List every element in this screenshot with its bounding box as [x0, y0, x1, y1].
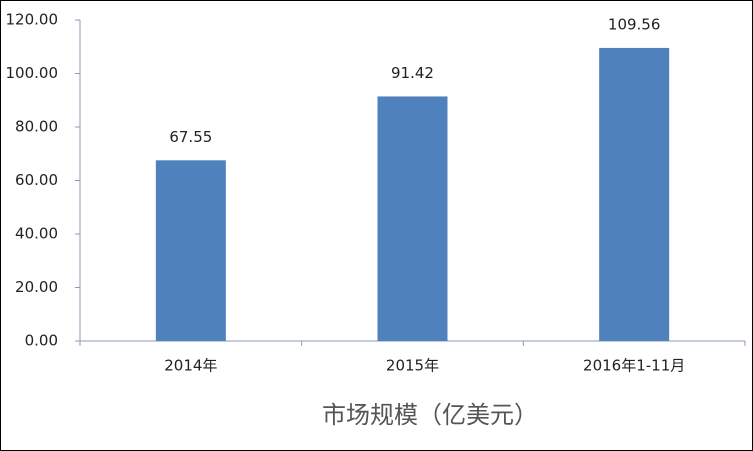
- x-tick-label: 2014年: [164, 357, 217, 375]
- y-tick-label: 40.00: [15, 225, 58, 243]
- data-label: 67.55: [169, 128, 212, 146]
- bar: [377, 96, 448, 341]
- x-tick-label: 2016年1-11月: [583, 357, 685, 375]
- data-label: 91.42: [391, 64, 434, 82]
- bar: [155, 160, 226, 341]
- y-tick-label: 120.00: [6, 11, 59, 29]
- y-tick-label: 0.00: [25, 332, 58, 350]
- x-tick-label: 2015年: [386, 357, 439, 375]
- y-tick-label: 100.00: [6, 64, 59, 82]
- y-tick-label: 80.00: [15, 118, 58, 136]
- y-tick-label: 60.00: [15, 171, 58, 189]
- data-label: 109.56: [608, 15, 661, 33]
- y-tick-label: 20.00: [15, 278, 58, 296]
- bar: [599, 47, 670, 341]
- x-axis-title: 市场规模（亿美元）: [322, 401, 538, 429]
